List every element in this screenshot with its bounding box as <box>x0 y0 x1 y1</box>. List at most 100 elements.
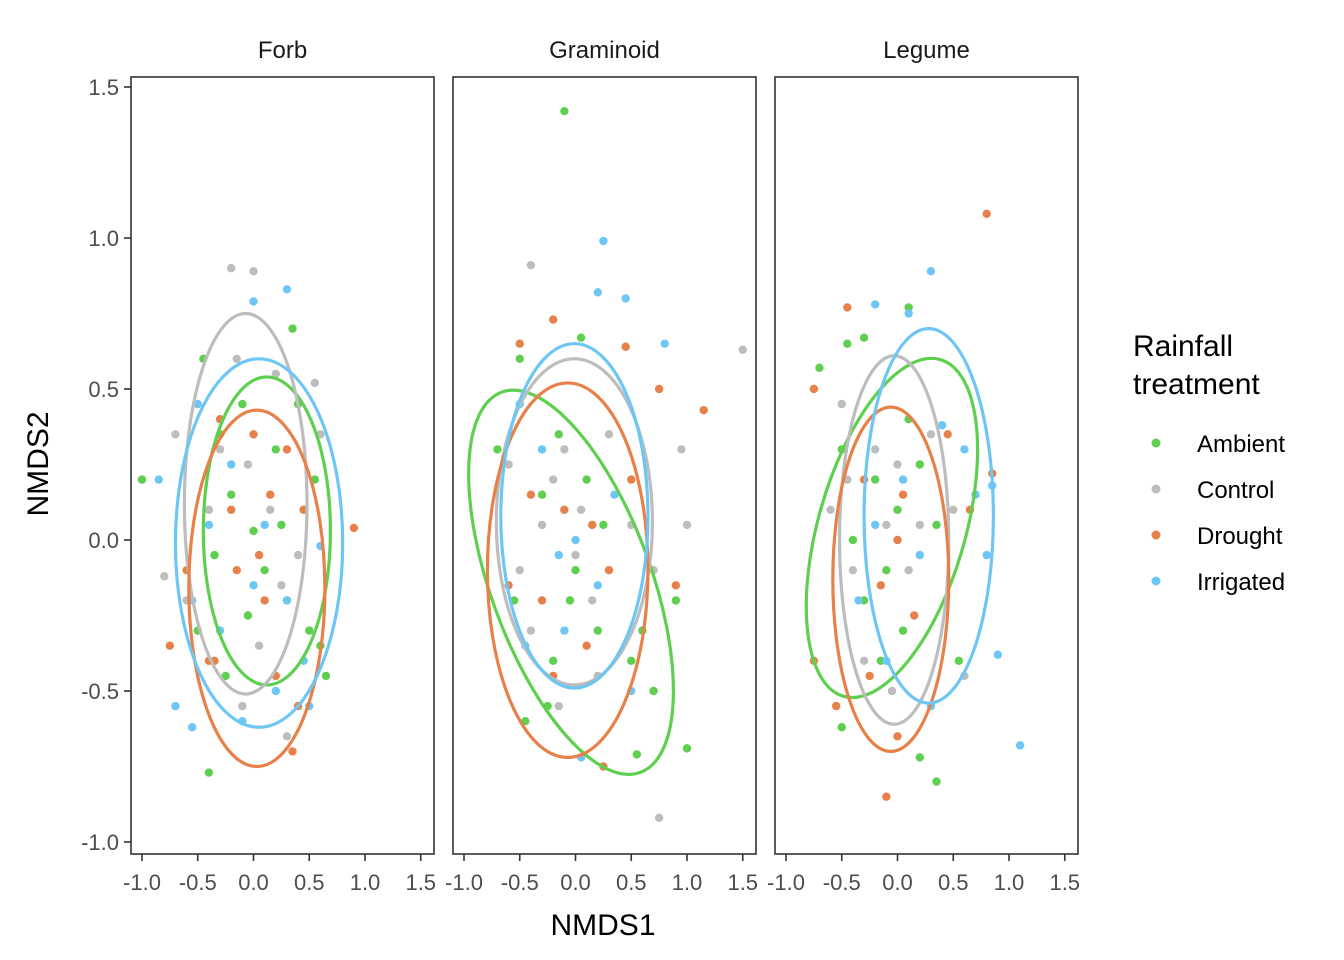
point-drought <box>671 581 681 590</box>
point-control <box>560 445 569 454</box>
point-irrigated <box>1015 741 1025 750</box>
point-drought <box>843 303 852 312</box>
point-ambient <box>238 399 247 409</box>
point-ambient <box>932 777 941 786</box>
point-control <box>526 260 536 270</box>
point-control <box>677 445 686 454</box>
legend-key-irrigated <box>1151 576 1161 586</box>
facet-panels: Forb -1.0 -0.5 0.0 0.5 1.0 1.5 Graminoid -1.0 -0.… <box>81 37 1080 895</box>
point-control <box>160 572 169 581</box>
point-drought <box>898 490 908 499</box>
y-tick-label: 1.5 <box>88 75 119 100</box>
point-control <box>215 445 225 454</box>
point-ambient <box>554 430 563 439</box>
point-control <box>282 732 292 741</box>
point-ambient <box>565 596 575 605</box>
y-tick-label: -1.0 <box>81 830 119 855</box>
point-irrigated <box>993 650 1003 659</box>
x-tick-label: 1.0 <box>994 870 1025 895</box>
ellipse-irrigated <box>173 357 345 729</box>
point-control <box>171 430 180 439</box>
x-tick-label: 1.5 <box>1049 870 1080 895</box>
point-irrigated <box>554 550 563 560</box>
point-irrigated <box>193 399 202 409</box>
point-drought <box>227 505 236 514</box>
facet-strip-label: Forb <box>258 37 307 64</box>
point-control <box>554 701 563 711</box>
facet-panel-forb: Forb -1.0 -0.5 0.0 0.5 1.0 1.5 <box>123 37 436 895</box>
x-tick-label: 1.5 <box>727 870 758 895</box>
point-drought <box>232 566 241 575</box>
point-drought <box>288 747 297 756</box>
point-control <box>243 460 253 469</box>
point-control <box>949 505 958 514</box>
point-ambient <box>848 535 858 545</box>
point-control <box>249 267 258 276</box>
panel-border <box>130 76 435 855</box>
point-control <box>204 505 214 514</box>
point-drought <box>699 405 708 415</box>
facet-strip-label: Legume <box>883 37 970 64</box>
ellipse-control <box>494 357 655 687</box>
plot-area <box>804 209 1025 801</box>
x-tick-label: 0.5 <box>294 870 325 895</box>
point-irrigated <box>871 300 880 309</box>
point-ambient <box>243 611 253 620</box>
point-control <box>887 686 897 696</box>
legend-title-line-1: Rainfall <box>1133 330 1233 363</box>
point-drought <box>254 550 264 560</box>
point-ambient <box>305 626 314 635</box>
point-drought <box>282 445 292 454</box>
x-tick-label: 1.5 <box>405 870 436 895</box>
point-ambient <box>954 656 964 665</box>
point-irrigated <box>982 550 991 560</box>
point-irrigated <box>660 339 669 348</box>
point-ambient <box>204 768 214 777</box>
point-control <box>654 813 664 823</box>
ellipse-drought <box>187 408 327 769</box>
point-drought <box>876 581 885 590</box>
point-irrigated <box>537 445 547 454</box>
legend-label-control: Control <box>1197 477 1274 504</box>
point-control <box>227 264 236 273</box>
point-ambient <box>321 671 331 681</box>
point-drought <box>560 505 569 514</box>
facet-panel-legume: Legume -1.0 -0.5 0.0 0.5 1.0 1.5 <box>767 37 1080 895</box>
point-ambient <box>537 490 547 499</box>
point-drought <box>537 596 547 605</box>
point-drought <box>893 535 902 545</box>
ellipse-irrigated <box>499 342 650 690</box>
point-drought <box>249 430 258 439</box>
point-control <box>238 701 247 711</box>
point-control <box>576 505 586 514</box>
x-tick-label: 0.0 <box>238 870 269 895</box>
y-axis-title: NMDS2 <box>22 411 55 516</box>
point-drought <box>982 209 991 219</box>
point-ambient <box>627 656 636 665</box>
point-control <box>515 566 524 575</box>
point-control <box>859 656 869 665</box>
x-tick-label: 0.0 <box>560 870 591 895</box>
point-control <box>738 345 747 354</box>
point-ambient <box>599 520 608 530</box>
legend-key-control <box>1151 484 1161 494</box>
x-tick-label: 1.0 <box>350 870 381 895</box>
point-ambient <box>649 686 658 696</box>
ellipse-drought <box>831 405 951 753</box>
x-tick-label: -0.5 <box>179 870 217 895</box>
point-ambient <box>843 339 852 348</box>
point-ambient <box>915 753 924 762</box>
point-control <box>682 520 692 530</box>
point-drought <box>831 701 841 711</box>
point-ambient <box>210 550 219 560</box>
point-control <box>271 369 280 379</box>
point-ambient <box>137 475 147 484</box>
point-ambient <box>515 354 524 363</box>
point-control <box>826 505 835 514</box>
y-axis: -1.0 -0.5 0.0 0.5 1.0 1.5 <box>81 75 131 855</box>
legend: Rainfall treatment Ambient Control Drought… <box>1133 330 1285 596</box>
point-irrigated <box>610 490 619 499</box>
point-control <box>882 520 891 530</box>
point-irrigated <box>904 309 913 318</box>
